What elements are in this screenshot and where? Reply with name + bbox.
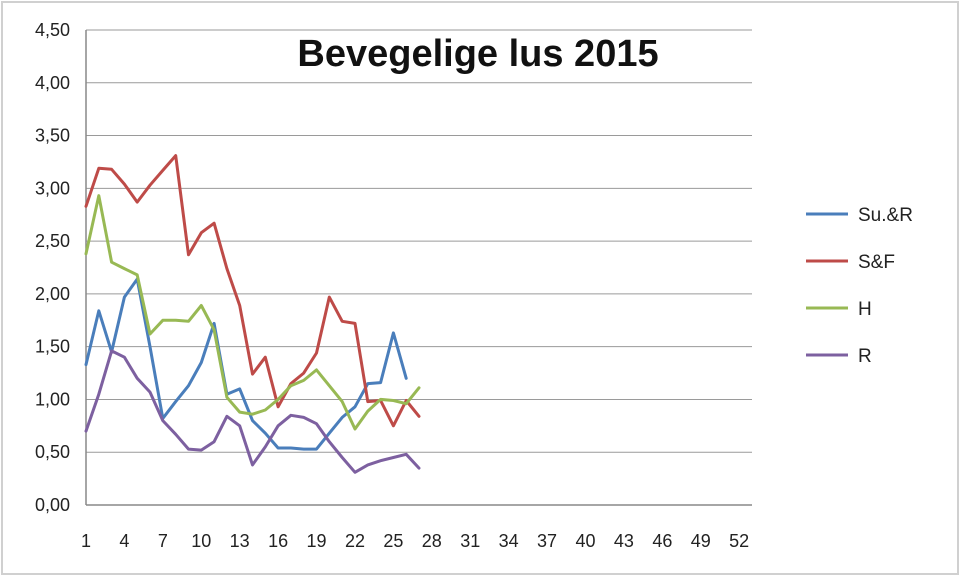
x-tick-label: 31 <box>460 531 480 551</box>
y-tick-label: 3,00 <box>35 178 70 198</box>
x-tick-label: 4 <box>119 531 129 551</box>
x-tick-label: 13 <box>230 531 250 551</box>
x-tick-labels: 1 4 7 10 13 16 19 22 25 28 31 34 37 40 43 46 49 52 <box>81 531 749 551</box>
axes <box>85 30 752 506</box>
y-tick-label: 1,00 <box>35 389 70 409</box>
x-tick-label: 22 <box>345 531 365 551</box>
y-tick-label: 2,00 <box>35 284 70 304</box>
x-tick-label: 7 <box>158 531 168 551</box>
y-tick-label: 4,50 <box>35 20 70 40</box>
legend-label: H <box>858 299 872 320</box>
x-tick-label: 28 <box>422 531 442 551</box>
series-lines <box>84 154 421 474</box>
y-tick-label: 0,00 <box>35 495 70 515</box>
x-tick-label: 46 <box>652 531 672 551</box>
y-tick-label: 0,50 <box>35 442 70 462</box>
x-tick-label: 10 <box>191 531 211 551</box>
x-tick-label: 40 <box>575 531 595 551</box>
x-tick-label: 52 <box>729 531 749 551</box>
y-tick-label: 1,50 <box>35 337 70 357</box>
series-line <box>84 349 421 474</box>
series-line <box>84 194 421 431</box>
x-tick-label: 16 <box>268 531 288 551</box>
y-tick-labels: 0,00 0,50 1,00 1,50 2,00 2,50 3,00 3,50 4,00 4,50 <box>35 20 70 515</box>
legend-label: R <box>858 346 872 367</box>
x-tick-label: 1 <box>81 531 91 551</box>
x-tick-label: 19 <box>307 531 327 551</box>
legend-label: Su.&R <box>858 205 913 226</box>
chart-title: Bevegelige lus 2015 <box>297 33 658 75</box>
x-tick-label: 43 <box>614 531 634 551</box>
legend: Su.&R S&F H R <box>806 205 913 367</box>
y-tick-label: 2,50 <box>35 231 70 251</box>
series-line <box>84 154 421 428</box>
legend-label: S&F <box>858 252 895 273</box>
x-tick-label: 34 <box>499 531 519 551</box>
y-tick-label: 3,50 <box>35 126 70 146</box>
x-tick-label: 49 <box>691 531 711 551</box>
x-tick-label: 37 <box>537 531 557 551</box>
x-tick-label: 25 <box>383 531 403 551</box>
y-tick-label: 4,00 <box>35 73 70 93</box>
